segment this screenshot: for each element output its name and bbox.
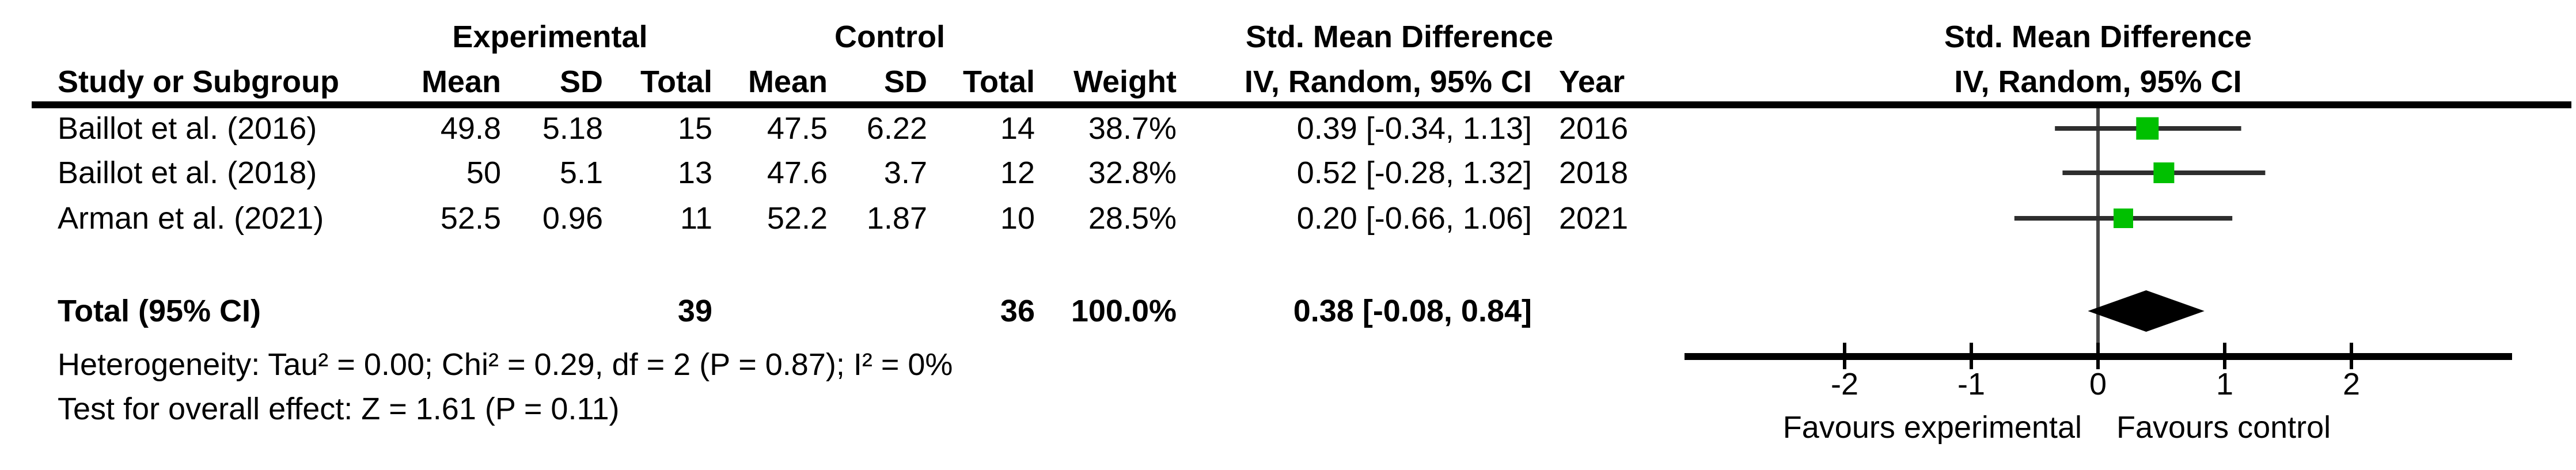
study-name: Baillot et al. (2018): [58, 156, 317, 190]
exp-sd: 5.18: [542, 111, 603, 146]
favours-right-label: Favours control: [2116, 410, 2331, 445]
column-header-ci: IV, Random, 95% CI: [1244, 65, 1532, 99]
ctl-mean: 52.2: [767, 201, 828, 236]
column-header-ctl-mean: Mean: [748, 65, 828, 99]
weight: 28.5%: [1088, 201, 1177, 236]
column-header-ctl-sd: SD: [883, 65, 927, 99]
ci-text: 0.39 [-0.34, 1.13]: [1296, 111, 1532, 146]
axis-tick: [1970, 343, 1973, 369]
group-header-experimental: Experimental: [452, 20, 648, 54]
axis-tick-label: 2: [2343, 367, 2360, 401]
effect-square: [2136, 117, 2159, 140]
column-header-exp-mean: Mean: [421, 65, 501, 99]
summary-diamond: [2088, 290, 2205, 332]
axis-tick: [2223, 343, 2226, 369]
column-header-exp-total: Total: [640, 65, 712, 99]
exp-total: 13: [677, 156, 712, 190]
axis-tick-label: -1: [1957, 367, 1985, 401]
effect-square: [2153, 162, 2175, 183]
axis-tick: [2096, 343, 2100, 369]
column-header-weight: Weight: [1073, 65, 1177, 99]
study-name: Arman et al. (2021): [58, 201, 324, 236]
year: 2021: [1559, 201, 1629, 236]
header-rule: [32, 101, 2571, 108]
ctl-total: 12: [1000, 156, 1035, 190]
effect-square: [2114, 209, 2133, 228]
exp-total: 15: [677, 111, 712, 146]
axis-tick-label: -2: [1831, 367, 1858, 401]
exp-mean: 50: [466, 156, 501, 190]
heterogeneity-note: Heterogeneity: Tau² = 0.00; Chi² = 0.29,…: [58, 347, 953, 382]
ctl-mean: 47.6: [767, 156, 828, 190]
exp-sd: 0.96: [542, 201, 603, 236]
ctl-sd: 1.87: [866, 201, 927, 236]
exp-mean: 52.5: [440, 201, 501, 236]
exp-total: 11: [680, 201, 712, 236]
ctl-sd: 6.22: [866, 111, 927, 146]
exp-mean: 49.8: [440, 111, 501, 146]
zero-line: [2096, 108, 2100, 354]
exp-sd: 5.1: [559, 156, 603, 190]
column-header-ctl-total: Total: [963, 65, 1035, 99]
ctl-total: 14: [1000, 111, 1035, 146]
ctl-total: 10: [1000, 201, 1035, 236]
ctl-mean: 47.5: [767, 111, 828, 146]
total-weight: 100.0%: [1071, 294, 1177, 328]
total-ctl-total: 36: [1000, 294, 1035, 328]
axis-tick-label: 1: [2216, 367, 2233, 401]
year: 2016: [1559, 111, 1629, 146]
overall-effect-note: Test for overall effect: Z = 1.61 (P = 0…: [58, 392, 620, 426]
axis-tick-label: 0: [2089, 367, 2107, 401]
ci-text: 0.20 [-0.66, 1.06]: [1296, 201, 1532, 236]
axis-tick: [1843, 343, 1846, 369]
weight: 38.7%: [1088, 111, 1177, 146]
column-header-year: Year: [1559, 65, 1625, 99]
year: 2018: [1559, 156, 1629, 190]
group-header-control: Control: [834, 20, 945, 54]
axis-tick: [2350, 343, 2353, 369]
column-header-exp-sd: SD: [559, 65, 603, 99]
plot-header-smd: Std. Mean Difference: [1944, 20, 2252, 54]
weight: 32.8%: [1088, 156, 1177, 190]
column-header-study: Study or Subgroup: [58, 65, 339, 99]
total-row-label: Total (95% CI): [58, 294, 261, 328]
total-exp-total: 39: [677, 294, 712, 328]
group-header-smd: Std. Mean Difference: [1245, 20, 1554, 54]
total-ci-text: 0.38 [-0.08, 0.84]: [1293, 294, 1532, 328]
favours-left-label: Favours experimental: [1782, 410, 2082, 445]
study-name: Baillot et al. (2016): [58, 111, 317, 146]
ci-text: 0.52 [-0.28, 1.32]: [1296, 156, 1532, 190]
ctl-sd: 3.7: [883, 156, 927, 190]
plot-header-method: IV, Random, 95% CI: [1954, 65, 2242, 99]
